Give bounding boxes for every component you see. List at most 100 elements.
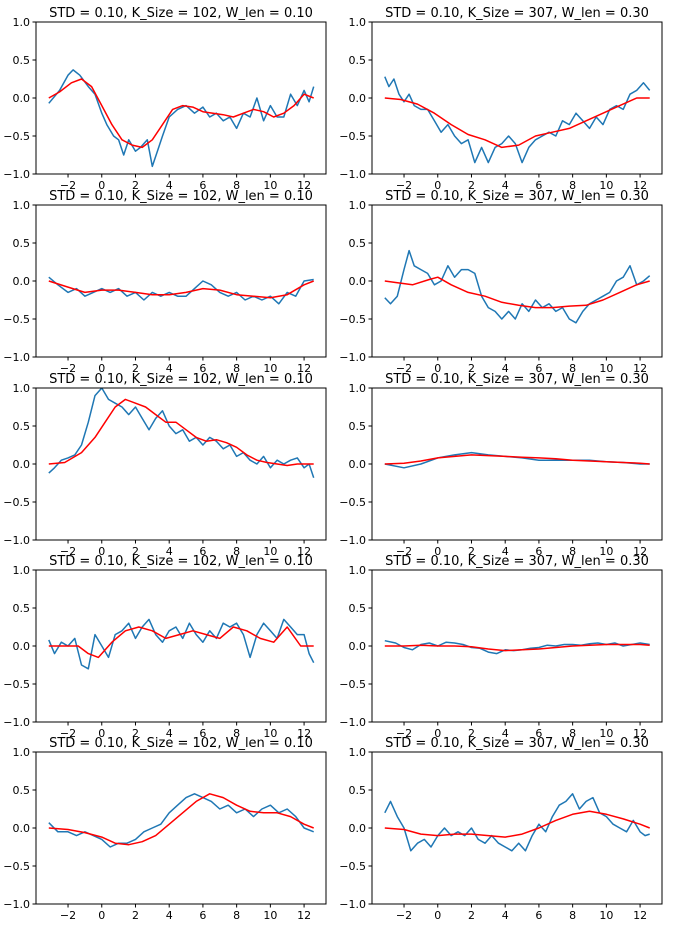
x-tick-label: 2 xyxy=(468,727,475,740)
y-tick-label: 0.0 xyxy=(13,275,31,288)
y-tick-label: 1.0 xyxy=(13,564,31,577)
x-tick-label: 10 xyxy=(599,545,613,558)
x-tick-label: 6 xyxy=(199,909,206,922)
x-tick-label: 10 xyxy=(263,727,277,740)
y-tick-label: 1.0 xyxy=(349,199,367,212)
y-tick-label: −0.5 xyxy=(3,860,30,873)
x-tick-label: 2 xyxy=(132,179,139,192)
y-tick-label: −0.5 xyxy=(339,860,366,873)
y-tick-label: −1.0 xyxy=(339,168,366,181)
x-tick-label: 10 xyxy=(263,362,277,375)
axes-frame xyxy=(35,751,327,905)
x-tick-label: −2 xyxy=(396,909,412,922)
subplot-title: STD = 0.10, K_Size = 307, W_len = 0.30 xyxy=(385,736,649,751)
y-tick-label: 1.0 xyxy=(349,746,367,759)
subplot-8: STD = 0.10, K_Size = 307, W_len = 0.30 −2… xyxy=(339,554,663,740)
y-tick-label: 0.5 xyxy=(13,420,31,433)
x-tick-label: 2 xyxy=(468,909,475,922)
x-tick-label: 8 xyxy=(569,727,576,740)
y-tick-label: 0.5 xyxy=(13,54,31,67)
noisy-signal-line xyxy=(384,249,651,324)
y-tick-label: −0.5 xyxy=(339,130,366,143)
y-tick-label: 0.0 xyxy=(349,92,367,105)
x-tick-label: −2 xyxy=(396,545,412,558)
y-tick-label: −0.5 xyxy=(3,130,30,143)
x-tick-label: 12 xyxy=(297,179,311,192)
x-tick-label: 12 xyxy=(297,909,311,922)
axes-frame xyxy=(35,569,327,723)
y-tick-label: 0.5 xyxy=(13,602,31,615)
y-tick-label: 0.0 xyxy=(349,275,367,288)
y-tick-label: 1.0 xyxy=(13,199,31,212)
x-tick-label: 2 xyxy=(132,545,139,558)
noisy-signal-line xyxy=(384,76,651,164)
x-tick-label: 2 xyxy=(132,362,139,375)
x-tick-label: 4 xyxy=(502,727,509,740)
noisy-signal-line xyxy=(48,276,314,305)
x-tick-label: 8 xyxy=(569,362,576,375)
subplot-title: STD = 0.10, K_Size = 102, W_len = 0.10 xyxy=(49,736,313,751)
x-tick-label: 8 xyxy=(233,179,240,192)
x-tick-label: 6 xyxy=(535,545,542,558)
x-tick-label: 0 xyxy=(98,179,105,192)
x-tick-label: 0 xyxy=(434,362,441,375)
y-tick-label: −1.0 xyxy=(3,716,30,729)
x-tick-label: 12 xyxy=(297,545,311,558)
y-tick-label: 0.0 xyxy=(349,640,367,653)
subplot-2: STD = 0.10, K_Size = 307, W_len = 0.30 −2… xyxy=(339,6,663,192)
y-tick-label: −1.0 xyxy=(3,898,30,911)
x-tick-label: 10 xyxy=(263,179,277,192)
y-tick-label: −0.5 xyxy=(339,678,366,691)
smoothed-signal-line xyxy=(384,97,650,149)
x-tick-label: 0 xyxy=(98,727,105,740)
x-tick-label: 10 xyxy=(263,909,277,922)
x-tick-label: 12 xyxy=(297,362,311,375)
subplot-6: STD = 0.10, K_Size = 307, W_len = 0.30 −2… xyxy=(339,372,663,558)
x-tick-label: −2 xyxy=(60,727,76,740)
x-tick-label: −2 xyxy=(60,179,76,192)
y-tick-label: −1.0 xyxy=(339,534,366,547)
x-tick-label: 4 xyxy=(502,179,509,192)
y-tick-label: −1.0 xyxy=(339,898,366,911)
subplot-4: STD = 0.10, K_Size = 307, W_len = 0.30 −2… xyxy=(339,189,663,375)
x-tick-label: 8 xyxy=(233,909,240,922)
smoothed-signal-line xyxy=(384,276,650,309)
x-tick-label: 0 xyxy=(434,545,441,558)
subplot-title: STD = 0.10, K_Size = 102, W_len = 0.10 xyxy=(49,372,313,387)
noisy-signal-line xyxy=(48,618,315,670)
noisy-signal-line xyxy=(48,69,315,168)
y-tick-label: −1.0 xyxy=(3,168,30,181)
x-tick-label: 8 xyxy=(233,727,240,740)
smoothed-signal-line xyxy=(48,398,314,467)
y-tick-label: −0.5 xyxy=(3,678,30,691)
x-tick-label: −2 xyxy=(60,362,76,375)
y-tick-label: −1.0 xyxy=(339,351,366,364)
x-tick-label: 6 xyxy=(199,362,206,375)
y-tick-label: 1.0 xyxy=(349,16,367,29)
x-tick-label: 0 xyxy=(434,727,441,740)
y-tick-label: 0.5 xyxy=(13,237,31,250)
subplot-7: STD = 0.10, K_Size = 102, W_len = 0.10 −2… xyxy=(3,554,327,740)
y-tick-label: 0.0 xyxy=(349,822,367,835)
x-tick-label: 6 xyxy=(199,727,206,740)
x-tick-label: 8 xyxy=(233,362,240,375)
subplot-9: STD = 0.10, K_Size = 102, W_len = 0.10 −2… xyxy=(3,736,327,922)
subplot-1: STD = 0.10, K_Size = 102, W_len = 0.10 −2… xyxy=(3,6,327,192)
y-tick-label: 0.5 xyxy=(13,784,31,797)
x-tick-label: 12 xyxy=(633,362,647,375)
x-tick-label: 4 xyxy=(166,545,173,558)
x-tick-label: 6 xyxy=(535,909,542,922)
y-tick-label: −0.5 xyxy=(339,496,366,509)
x-tick-label: 0 xyxy=(98,909,105,922)
subplot-3: STD = 0.10, K_Size = 102, W_len = 0.10 −2… xyxy=(3,189,327,375)
x-tick-label: 4 xyxy=(166,179,173,192)
x-tick-label: 4 xyxy=(166,362,173,375)
y-tick-label: 0.0 xyxy=(13,92,31,105)
y-tick-label: −0.5 xyxy=(339,313,366,326)
x-tick-label: 6 xyxy=(199,545,206,558)
axes-frame xyxy=(371,387,663,541)
subplot-title: STD = 0.10, K_Size = 307, W_len = 0.30 xyxy=(385,372,649,387)
smoothed-signal-line xyxy=(48,280,314,299)
y-tick-label: 1.0 xyxy=(13,382,31,395)
smoothed-signal-line xyxy=(48,626,314,659)
